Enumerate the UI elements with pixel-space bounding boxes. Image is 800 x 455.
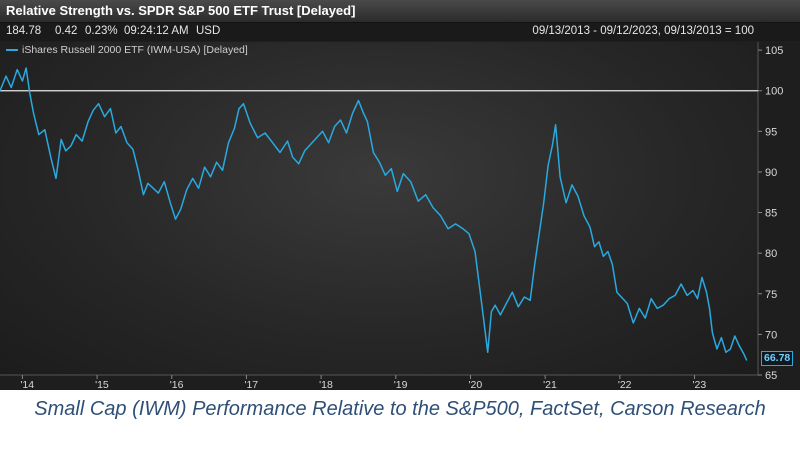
chart-title-bar: Relative Strength vs. SPDR S&P 500 ETF T… (0, 0, 800, 23)
quote-currency: USD (196, 25, 221, 37)
chart-title: Relative Strength vs. SPDR S&P 500 ETF T… (6, 3, 356, 18)
last-value-label: 66.78 (761, 351, 794, 366)
legend: iShares Russell 2000 ETF (IWM-USA) [Dela… (6, 44, 248, 56)
chart-svg: 105 100 95 90 85 80 75 70 65 '14 '15 '16 '17 '18 '19 '2… (0, 42, 783, 390)
x-tick-label: '22 (618, 379, 632, 390)
figure-caption: Small Cap (IWM) Performance Relative to … (34, 398, 766, 420)
date-range-text: 09/13/2013 - 09/12/2023, 09/13/2013 = 10… (532, 25, 754, 37)
x-tick-label: '15 (95, 379, 109, 390)
legend-label: iShares Russell 2000 ETF (IWM-USA) [Dela… (22, 44, 248, 56)
y-tick-label: 80 (765, 248, 777, 260)
quote-change-pct: 0.23% (85, 25, 118, 37)
y-tick-label: 85 (765, 208, 777, 220)
x-tick-label: '18 (319, 379, 333, 390)
y-tick-label: 90 (765, 167, 777, 179)
x-tick-label: '17 (244, 379, 258, 390)
x-tick-label: '14 (20, 379, 34, 390)
quote-info-row: 184.78 0.42 0.23% 09:24:12 AM USD 09/13/… (0, 23, 800, 41)
series-line-iwm (0, 67, 748, 361)
chart-panel: Relative Strength vs. SPDR S&P 500 ETF T… (0, 0, 800, 390)
quote-change: 0.42 (55, 25, 78, 37)
y-tick-label: 75 (765, 289, 777, 301)
x-tick-label: '20 (468, 379, 482, 390)
quote-time: 09:24:12 AM (124, 25, 189, 37)
x-tick-label: '19 (394, 379, 408, 390)
x-tick-label: '23 (693, 379, 707, 390)
quote-price: 184.78 (6, 25, 42, 37)
legend-swatch (6, 49, 18, 52)
x-tick-label: '16 (170, 379, 184, 390)
y-tick-label: 95 (765, 126, 777, 138)
y-tick-label: 70 (765, 329, 777, 341)
y-tick-label: 105 (765, 45, 783, 57)
x-tick-label: '21 (543, 379, 557, 390)
y-tick-label: 65 (765, 370, 777, 382)
y-tick-label: 100 (765, 86, 783, 98)
